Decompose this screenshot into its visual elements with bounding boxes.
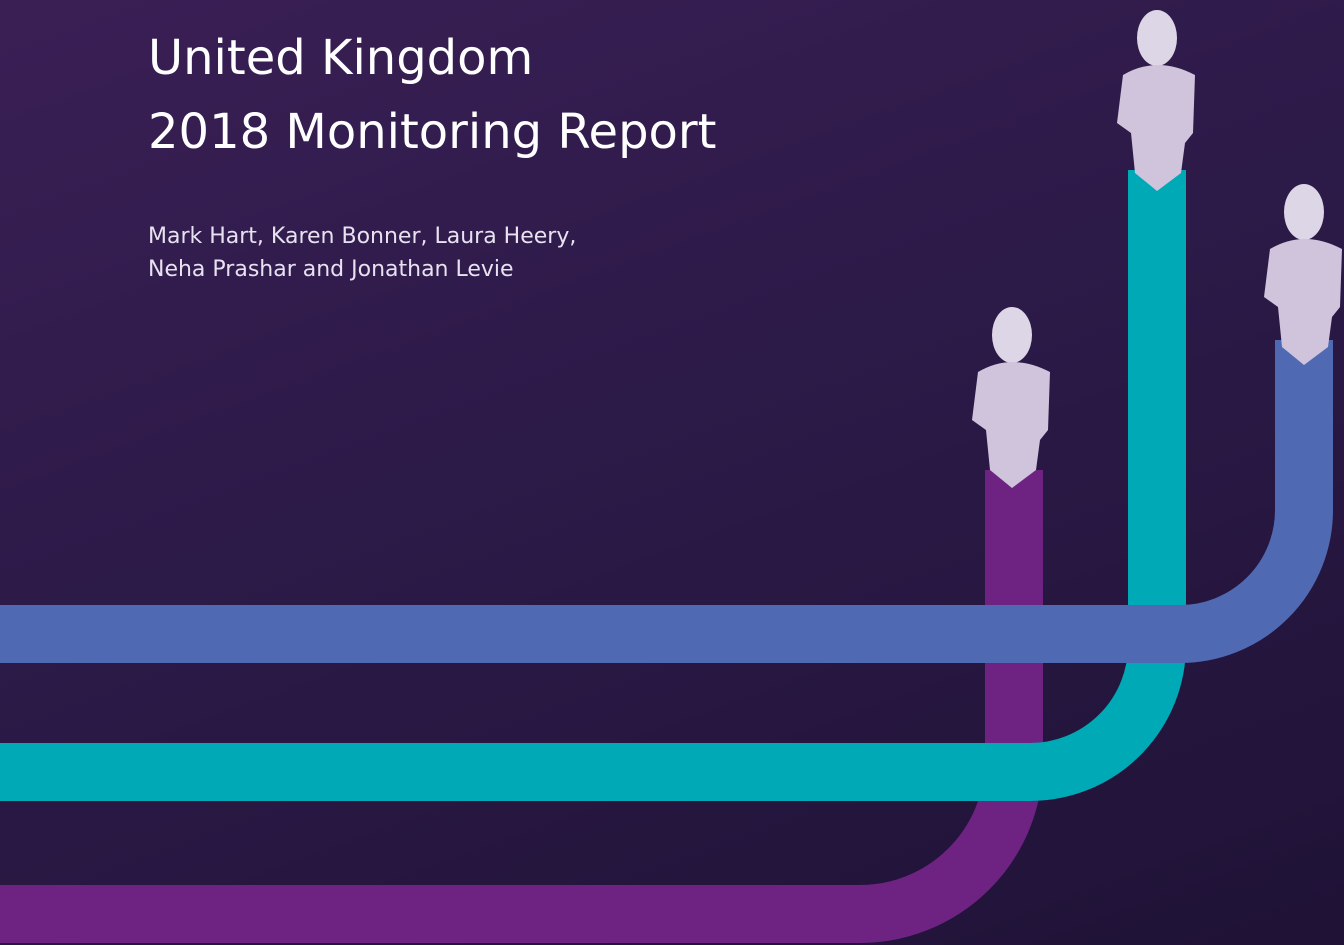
person-figure [1264, 184, 1342, 365]
person-figure [1117, 10, 1195, 191]
purple-ribbon [0, 470, 1014, 914]
title-line: 2018 Monitoring Report [148, 104, 716, 160]
title-line: United Kingdom [148, 30, 533, 86]
blue-ribbon [0, 340, 1304, 634]
authors-line: Mark Hart, Karen Bonner, Laura Heery, [148, 224, 576, 249]
authors-line: Neha Prashar and Jonathan Levie [148, 257, 514, 282]
cover-page: United Kingdom 2018 Monitoring Report Ma… [0, 0, 1344, 945]
person-figure [972, 307, 1050, 488]
